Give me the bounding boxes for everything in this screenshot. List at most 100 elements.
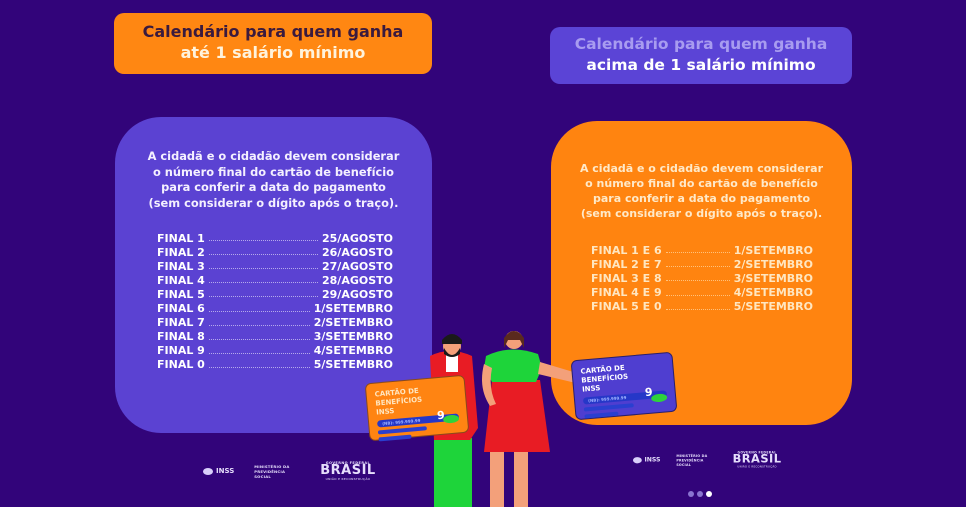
final-digit: FINAL 5	[157, 287, 205, 301]
header-high-income: Calendário para quem ganha acima de 1 sa…	[550, 27, 852, 84]
schedule-row: FINAL 5 29/AGOSTO	[157, 287, 393, 301]
dotted-leader	[208, 348, 310, 354]
woman-figure	[482, 331, 580, 507]
header-line2: até 1 salário mínimo	[180, 43, 366, 62]
calendar-panel-low-income: A cidadã e o cidadão devem considerar o …	[115, 117, 432, 433]
final-digit: FINAL 1	[157, 231, 205, 245]
card-chip-icon	[650, 393, 668, 403]
final-digit: FINAL 2	[157, 245, 205, 259]
header-line2: acima de 1 salário mínimo	[586, 56, 816, 74]
payment-date: 28/AGOSTO	[322, 273, 393, 287]
payment-date: 4/SETEMBRO	[313, 344, 393, 358]
payment-schedule: FINAL 1 25/AGOSTO FINAL 2 26/AGOSTO FINAL …	[157, 231, 393, 372]
schedule-row: FINAL 7 2/SETEMBRO	[157, 316, 393, 330]
schedule-row: FINAL 0 5/SETEMBRO	[157, 358, 393, 372]
payment-date: 4/SETEMBRO	[733, 286, 813, 300]
payment-date: 1/SETEMBRO	[733, 243, 813, 257]
inss-logo: INSS	[203, 467, 234, 475]
card-bar	[377, 426, 428, 435]
dotted-leader	[665, 290, 730, 296]
intro-line: (sem considerar o dígito após o traço).	[580, 207, 823, 220]
schedule-row: FINAL 2 26/AGOSTO	[157, 245, 393, 259]
schedule-row: FINAL 1 25/AGOSTO	[157, 231, 393, 245]
dotted-leader	[208, 291, 318, 298]
footer-logos: INSS MINISTÉRIO DA PREVIDÊNCIA SOCIAL GOV…	[203, 461, 376, 481]
benefit-card-illustration: CARTÃO DE BENEFÍCIOS INSS (NB): 999.999.…	[364, 374, 470, 442]
payment-date: 27/AGOSTO	[322, 259, 393, 273]
card-bar	[583, 403, 635, 412]
final-digit: FINAL 9	[157, 344, 205, 358]
schedule-row: FINAL 1 E 6 1/SETEMBRO	[591, 243, 813, 257]
payment-date: 1/SETEMBRO	[313, 302, 393, 316]
final-digit: FINAL 2 E 7	[591, 257, 662, 271]
carousel-dot-3-active[interactable]	[706, 491, 712, 497]
gov-brasil-logo: GOVERNO FEDERAL BRASIL UNIÃO E RECONSTRUÇÃ…	[732, 451, 782, 469]
payment-date: 2/SETEMBRO	[313, 316, 393, 330]
schedule-row: FINAL 4 E 9 4/SETEMBRO	[591, 286, 813, 300]
intro-line: A cidadã e o cidadão devem considerar	[147, 149, 400, 163]
payment-date: 5/SETEMBRO	[733, 300, 813, 314]
intro-line: o número final do cartão de benefício	[153, 164, 394, 179]
inss-icon	[633, 456, 642, 463]
final-digit: FINAL 6	[157, 302, 205, 316]
schedule-row: FINAL 3 E 8 3/SETEMBRO	[591, 271, 813, 285]
schedule-row: FINAL 3 27/AGOSTO	[157, 259, 393, 273]
header-line1: Calendário para quem ganha	[142, 22, 404, 41]
payment-date: 3/SETEMBRO	[733, 271, 813, 285]
dotted-leader	[208, 249, 318, 256]
benefit-card-illustration: CARTÃO DE BENEFÍCIOS INSS (NB): 999.999.…	[570, 351, 678, 421]
card-bar	[378, 434, 412, 442]
footer-logos: INSS MINISTÉRIO DA PREVIDÊNCIA SOCIAL GOV…	[633, 451, 781, 469]
payment-schedule: FINAL 1 E 6 1/SETEMBRO FINAL 2 E 7 2/SETEM…	[591, 243, 813, 314]
people-illustration	[430, 331, 580, 507]
payment-date: 29/AGOSTO	[322, 287, 393, 301]
dotted-leader	[208, 334, 310, 340]
intro-line: para conferir a data do pagamento	[592, 192, 811, 205]
intro-line: (sem considerar o dígito após o traço).	[148, 195, 399, 210]
inss-icon	[203, 467, 213, 475]
final-digit: FINAL 8	[157, 330, 205, 344]
carousel-indicator	[688, 491, 712, 497]
header-low-income: Calendário para quem ganha até 1 salário…	[114, 13, 432, 74]
intro-line: A cidadã e o cidadão devem considerar	[579, 162, 824, 175]
final-digit: FINAL 1 E 6	[591, 243, 662, 257]
instructions-text: A cidadã e o cidadão devem considerar o …	[551, 161, 852, 221]
carousel-dot-2[interactable]	[697, 491, 703, 497]
final-digit: FINAL 4	[157, 273, 205, 287]
gov-brasil-logo: GOVERNO FEDERAL BRASIL UNIÃO E RECONSTRUÇÃ…	[320, 461, 376, 481]
payment-date: 25/AGOSTO	[322, 231, 393, 245]
final-digit: FINAL 7	[157, 316, 205, 330]
dotted-leader	[208, 320, 310, 326]
ministry-logo: MINISTÉRIO DA PREVIDÊNCIA SOCIAL	[254, 463, 290, 479]
schedule-row: FINAL 5 E 0 5/SETEMBRO	[591, 300, 813, 314]
dotted-leader	[208, 306, 310, 312]
final-digit: FINAL 3 E 8	[591, 271, 662, 285]
inss-logo: INSS	[633, 456, 660, 463]
schedule-row: FINAL 9 4/SETEMBRO	[157, 344, 393, 358]
dotted-leader	[665, 275, 730, 282]
dotted-leader	[208, 277, 318, 284]
intro-line: o número final do cartão de benefício	[585, 177, 818, 190]
dotted-leader	[665, 304, 730, 310]
dotted-leader	[665, 261, 730, 268]
header-line1: Calendário para quem ganha	[574, 35, 828, 53]
ministry-logo: MINISTÉRIO DA PREVIDÊNCIA SOCIAL	[676, 453, 708, 467]
final-digit: FINAL 5 E 0	[591, 300, 662, 314]
final-digit: FINAL 4 E 9	[591, 286, 662, 300]
payment-date: 2/SETEMBRO	[733, 257, 813, 271]
schedule-row: FINAL 2 E 7 2/SETEMBRO	[591, 257, 813, 271]
intro-line: para conferir a data do pagamento	[161, 180, 386, 194]
instructions-text: A cidadã e o cidadão devem considerar o …	[115, 149, 432, 211]
schedule-row: FINAL 4 28/AGOSTO	[157, 273, 393, 287]
payment-date: 5/SETEMBRO	[313, 358, 393, 372]
dotted-leader	[208, 362, 310, 368]
final-digit: FINAL 3	[157, 259, 205, 273]
schedule-row: FINAL 6 1/SETEMBRO	[157, 301, 393, 315]
schedule-row: FINAL 8 3/SETEMBRO	[157, 330, 393, 344]
card-chip-icon	[442, 414, 460, 424]
payment-date: 26/AGOSTO	[322, 245, 393, 259]
payment-date: 3/SETEMBRO	[313, 330, 393, 344]
final-digit: FINAL 0	[157, 358, 205, 372]
dotted-leader	[208, 263, 318, 270]
carousel-dot-1[interactable]	[688, 491, 694, 497]
